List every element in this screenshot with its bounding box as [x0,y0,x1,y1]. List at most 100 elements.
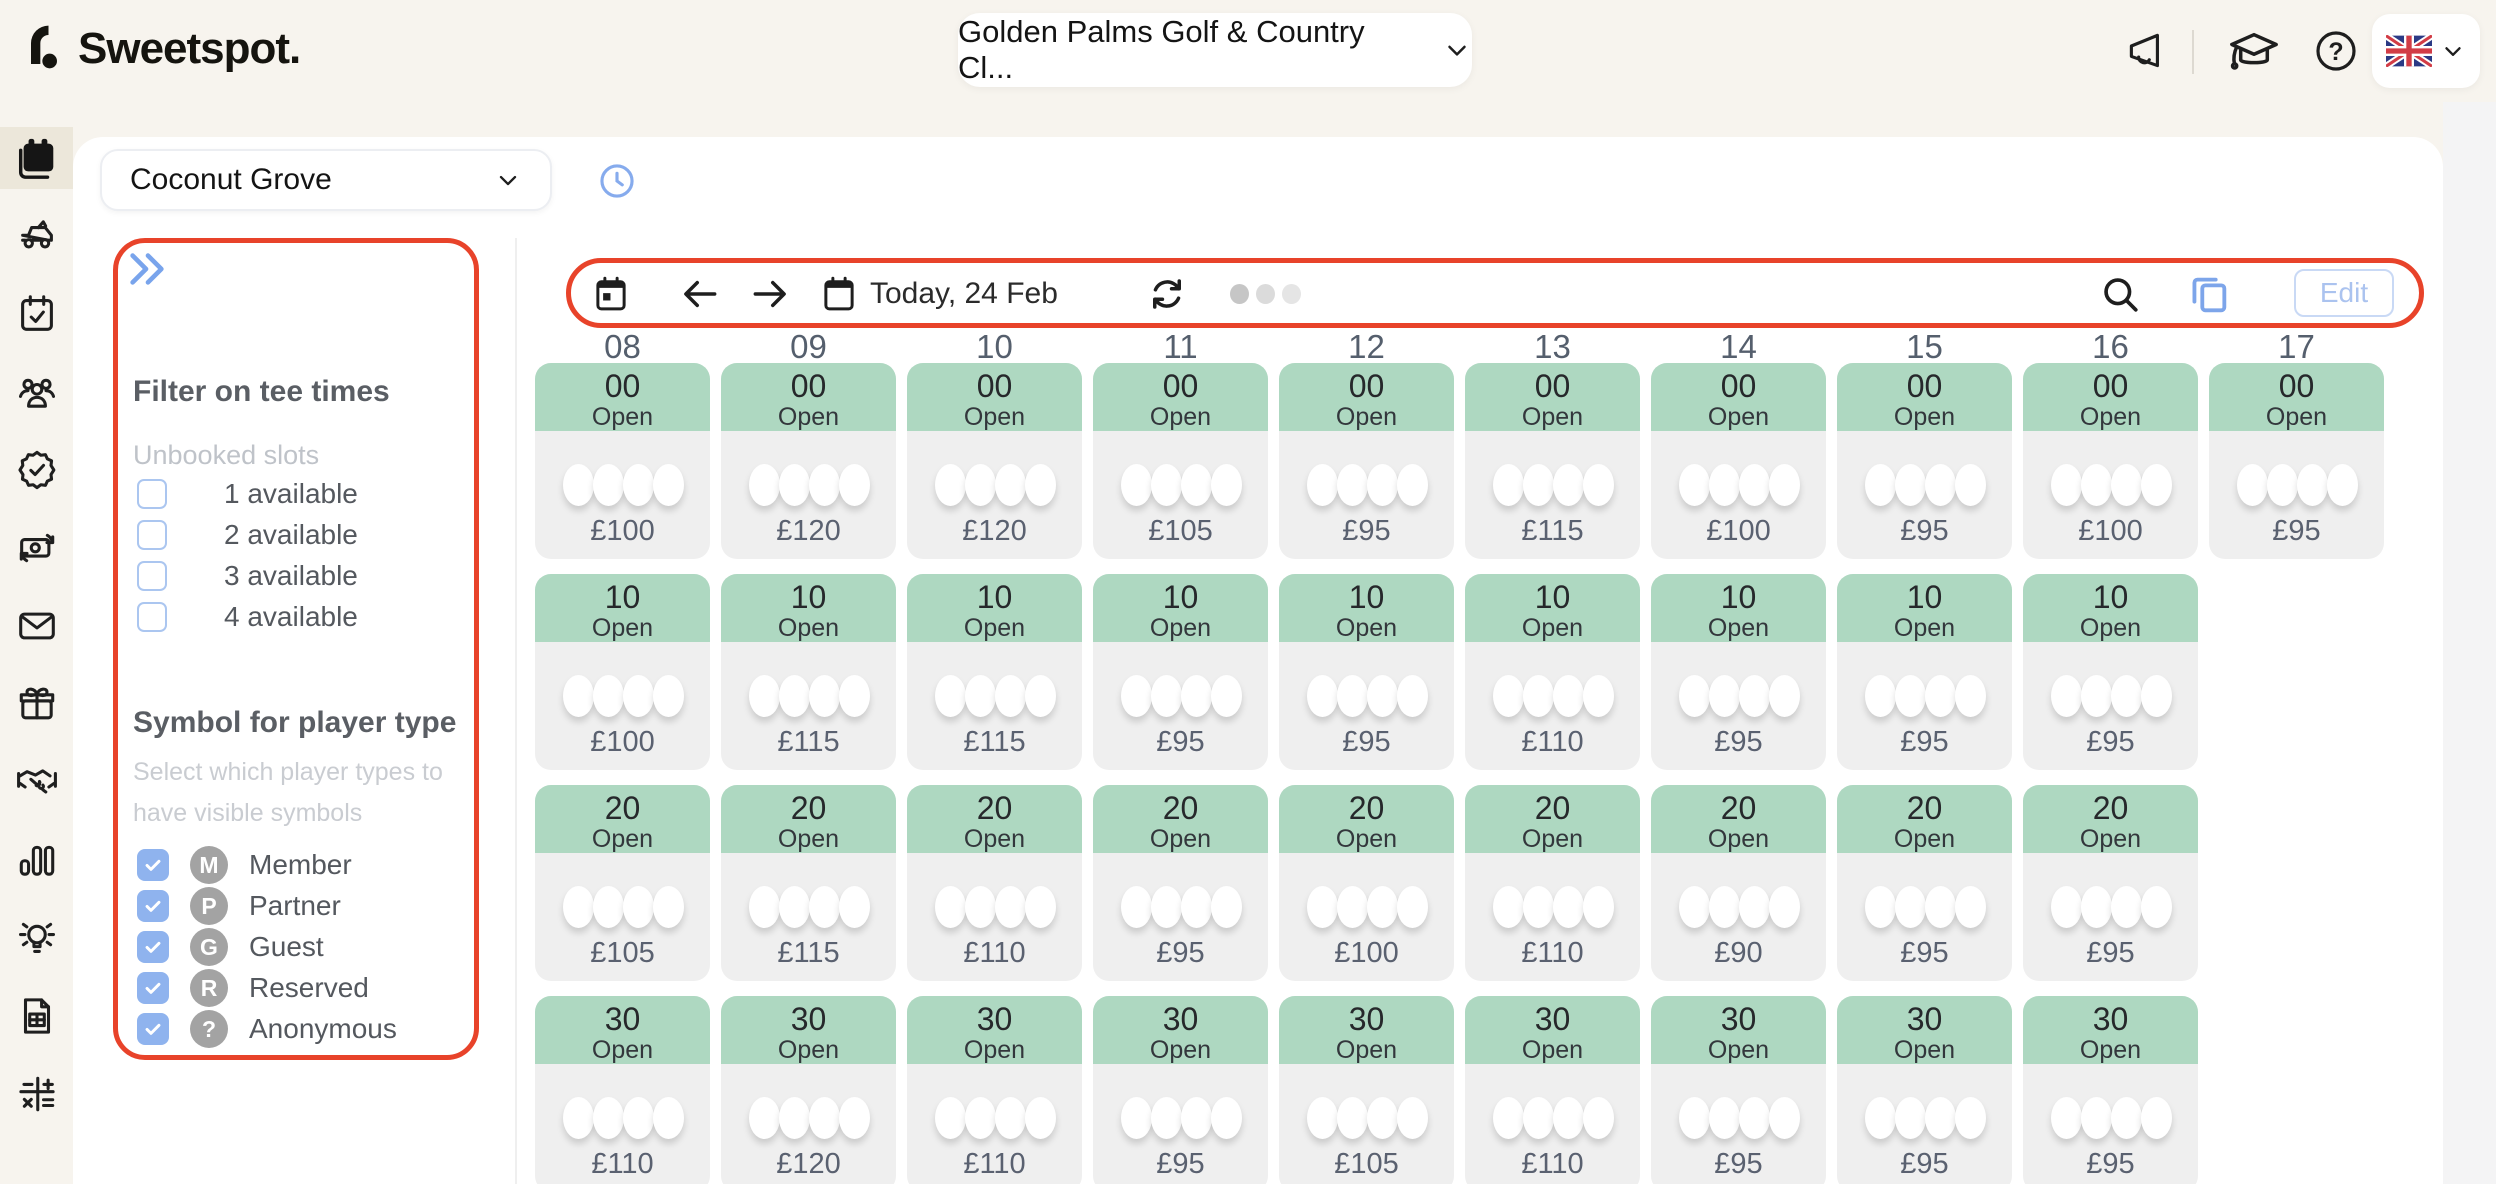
player-slot[interactable] [934,464,966,506]
player-slot[interactable] [2050,886,2082,928]
player-slot[interactable] [2296,464,2328,506]
sidebar-item-golf-cart[interactable] [0,205,73,267]
player-slot[interactable] [1492,675,1524,717]
player-slot[interactable] [1954,886,1986,928]
player-slot[interactable] [1396,886,1428,928]
tee-time-cell[interactable]: 10 Open £115 [907,574,1082,770]
player-slot[interactable] [964,464,996,506]
player-slot[interactable] [1366,464,1398,506]
player-slot[interactable] [1306,464,1338,506]
player-slot[interactable] [2050,675,2082,717]
tee-time-cell[interactable]: 20 Open £95 [1093,785,1268,981]
player-slot[interactable] [592,675,624,717]
player-slot[interactable] [1366,1097,1398,1139]
tee-time-cell[interactable]: 30 Open £120 [721,996,896,1184]
club-selector[interactable]: Golden Palms Golf & Country Cl... [958,13,1472,87]
player-slot[interactable] [1024,464,1056,506]
sidebar-item-insights[interactable] [0,907,73,969]
player-slot[interactable] [2080,675,2112,717]
player-slot[interactable] [1522,464,1554,506]
collapse-panel-button[interactable] [124,246,170,292]
player-slot[interactable] [1678,1097,1710,1139]
player-slot[interactable] [1768,1097,1800,1139]
player-slot[interactable] [2140,1097,2172,1139]
sidebar-item-members[interactable] [0,361,73,423]
tee-time-cell[interactable]: 00 Open £95 [1837,363,2012,559]
player-type-checkbox[interactable] [137,1013,169,1045]
player-slot[interactable] [994,1097,1026,1139]
player-slot[interactable] [1396,675,1428,717]
player-type-option[interactable]: M Member [137,846,397,884]
player-slot[interactable] [1738,464,1770,506]
player-slot[interactable] [652,886,684,928]
player-slot[interactable] [2050,464,2082,506]
copy-button[interactable] [2186,271,2232,317]
player-slot[interactable] [1522,1097,1554,1139]
tee-time-cell[interactable]: 00 Open £100 [535,363,710,559]
player-slot[interactable] [1336,1097,1368,1139]
player-slot[interactable] [964,675,996,717]
tee-time-cell[interactable]: 30 Open £95 [1837,996,2012,1184]
availability-checkbox[interactable] [137,479,167,509]
player-slot[interactable] [1522,886,1554,928]
player-slot[interactable] [1894,1097,1926,1139]
player-slot[interactable] [1552,1097,1584,1139]
player-slot[interactable] [748,1097,780,1139]
player-slot[interactable] [1522,675,1554,717]
player-slot[interactable] [1492,464,1524,506]
player-slot[interactable] [808,464,840,506]
tee-time-cell[interactable]: 20 Open £115 [721,785,896,981]
tee-time-cell[interactable]: 30 Open £95 [2023,996,2198,1184]
player-slot[interactable] [838,464,870,506]
course-selector[interactable]: Coconut Grove [100,149,552,211]
player-slot[interactable] [1336,464,1368,506]
availability-checkbox[interactable] [137,602,167,632]
language-selector[interactable] [2372,14,2480,88]
availability-checkbox[interactable] [137,561,167,591]
player-slot[interactable] [1396,1097,1428,1139]
tee-time-cell[interactable]: 30 Open £95 [1651,996,1826,1184]
player-slot[interactable] [652,464,684,506]
player-slot[interactable] [1678,464,1710,506]
player-slot[interactable] [1582,886,1614,928]
player-slot[interactable] [1582,675,1614,717]
tee-time-cell[interactable]: 10 Open £100 [535,574,710,770]
tee-time-cell[interactable]: 00 Open £120 [721,363,896,559]
sidebar-item-vouchers[interactable] [0,673,73,735]
player-slot[interactable] [748,464,780,506]
player-slot[interactable] [1306,1097,1338,1139]
player-slot[interactable] [2110,675,2142,717]
player-slot[interactable] [1924,464,1956,506]
player-slot[interactable] [1180,464,1212,506]
player-slot[interactable] [778,464,810,506]
player-slot[interactable] [1210,675,1242,717]
player-slot[interactable] [1120,675,1152,717]
sidebar-item-messages[interactable] [0,595,73,657]
player-type-checkbox[interactable] [137,972,169,1004]
player-slot[interactable] [808,675,840,717]
player-slot[interactable] [652,675,684,717]
current-date-button[interactable] [818,273,860,315]
player-slot[interactable] [934,1097,966,1139]
player-slot[interactable] [1924,1097,1956,1139]
player-slot[interactable] [1954,675,1986,717]
player-slot[interactable] [778,675,810,717]
player-slot[interactable] [592,464,624,506]
player-slot[interactable] [1120,1097,1152,1139]
player-slot[interactable] [1210,886,1242,928]
sidebar-item-bookings[interactable] [0,283,73,345]
player-slot[interactable] [934,675,966,717]
player-slot[interactable] [1336,886,1368,928]
player-slot[interactable] [2050,1097,2082,1139]
player-slot[interactable] [1396,464,1428,506]
player-slot[interactable] [1180,675,1212,717]
player-slot[interactable] [1120,886,1152,928]
player-slot[interactable] [1894,464,1926,506]
player-slot[interactable] [562,675,594,717]
sidebar-item-invoices[interactable] [0,985,73,1047]
player-slot[interactable] [2326,464,2358,506]
tee-time-cell[interactable]: 20 Open £95 [2023,785,2198,981]
player-slot[interactable] [1708,675,1740,717]
tee-time-cell[interactable]: 00 Open £95 [1279,363,1454,559]
player-slot[interactable] [1864,1097,1896,1139]
